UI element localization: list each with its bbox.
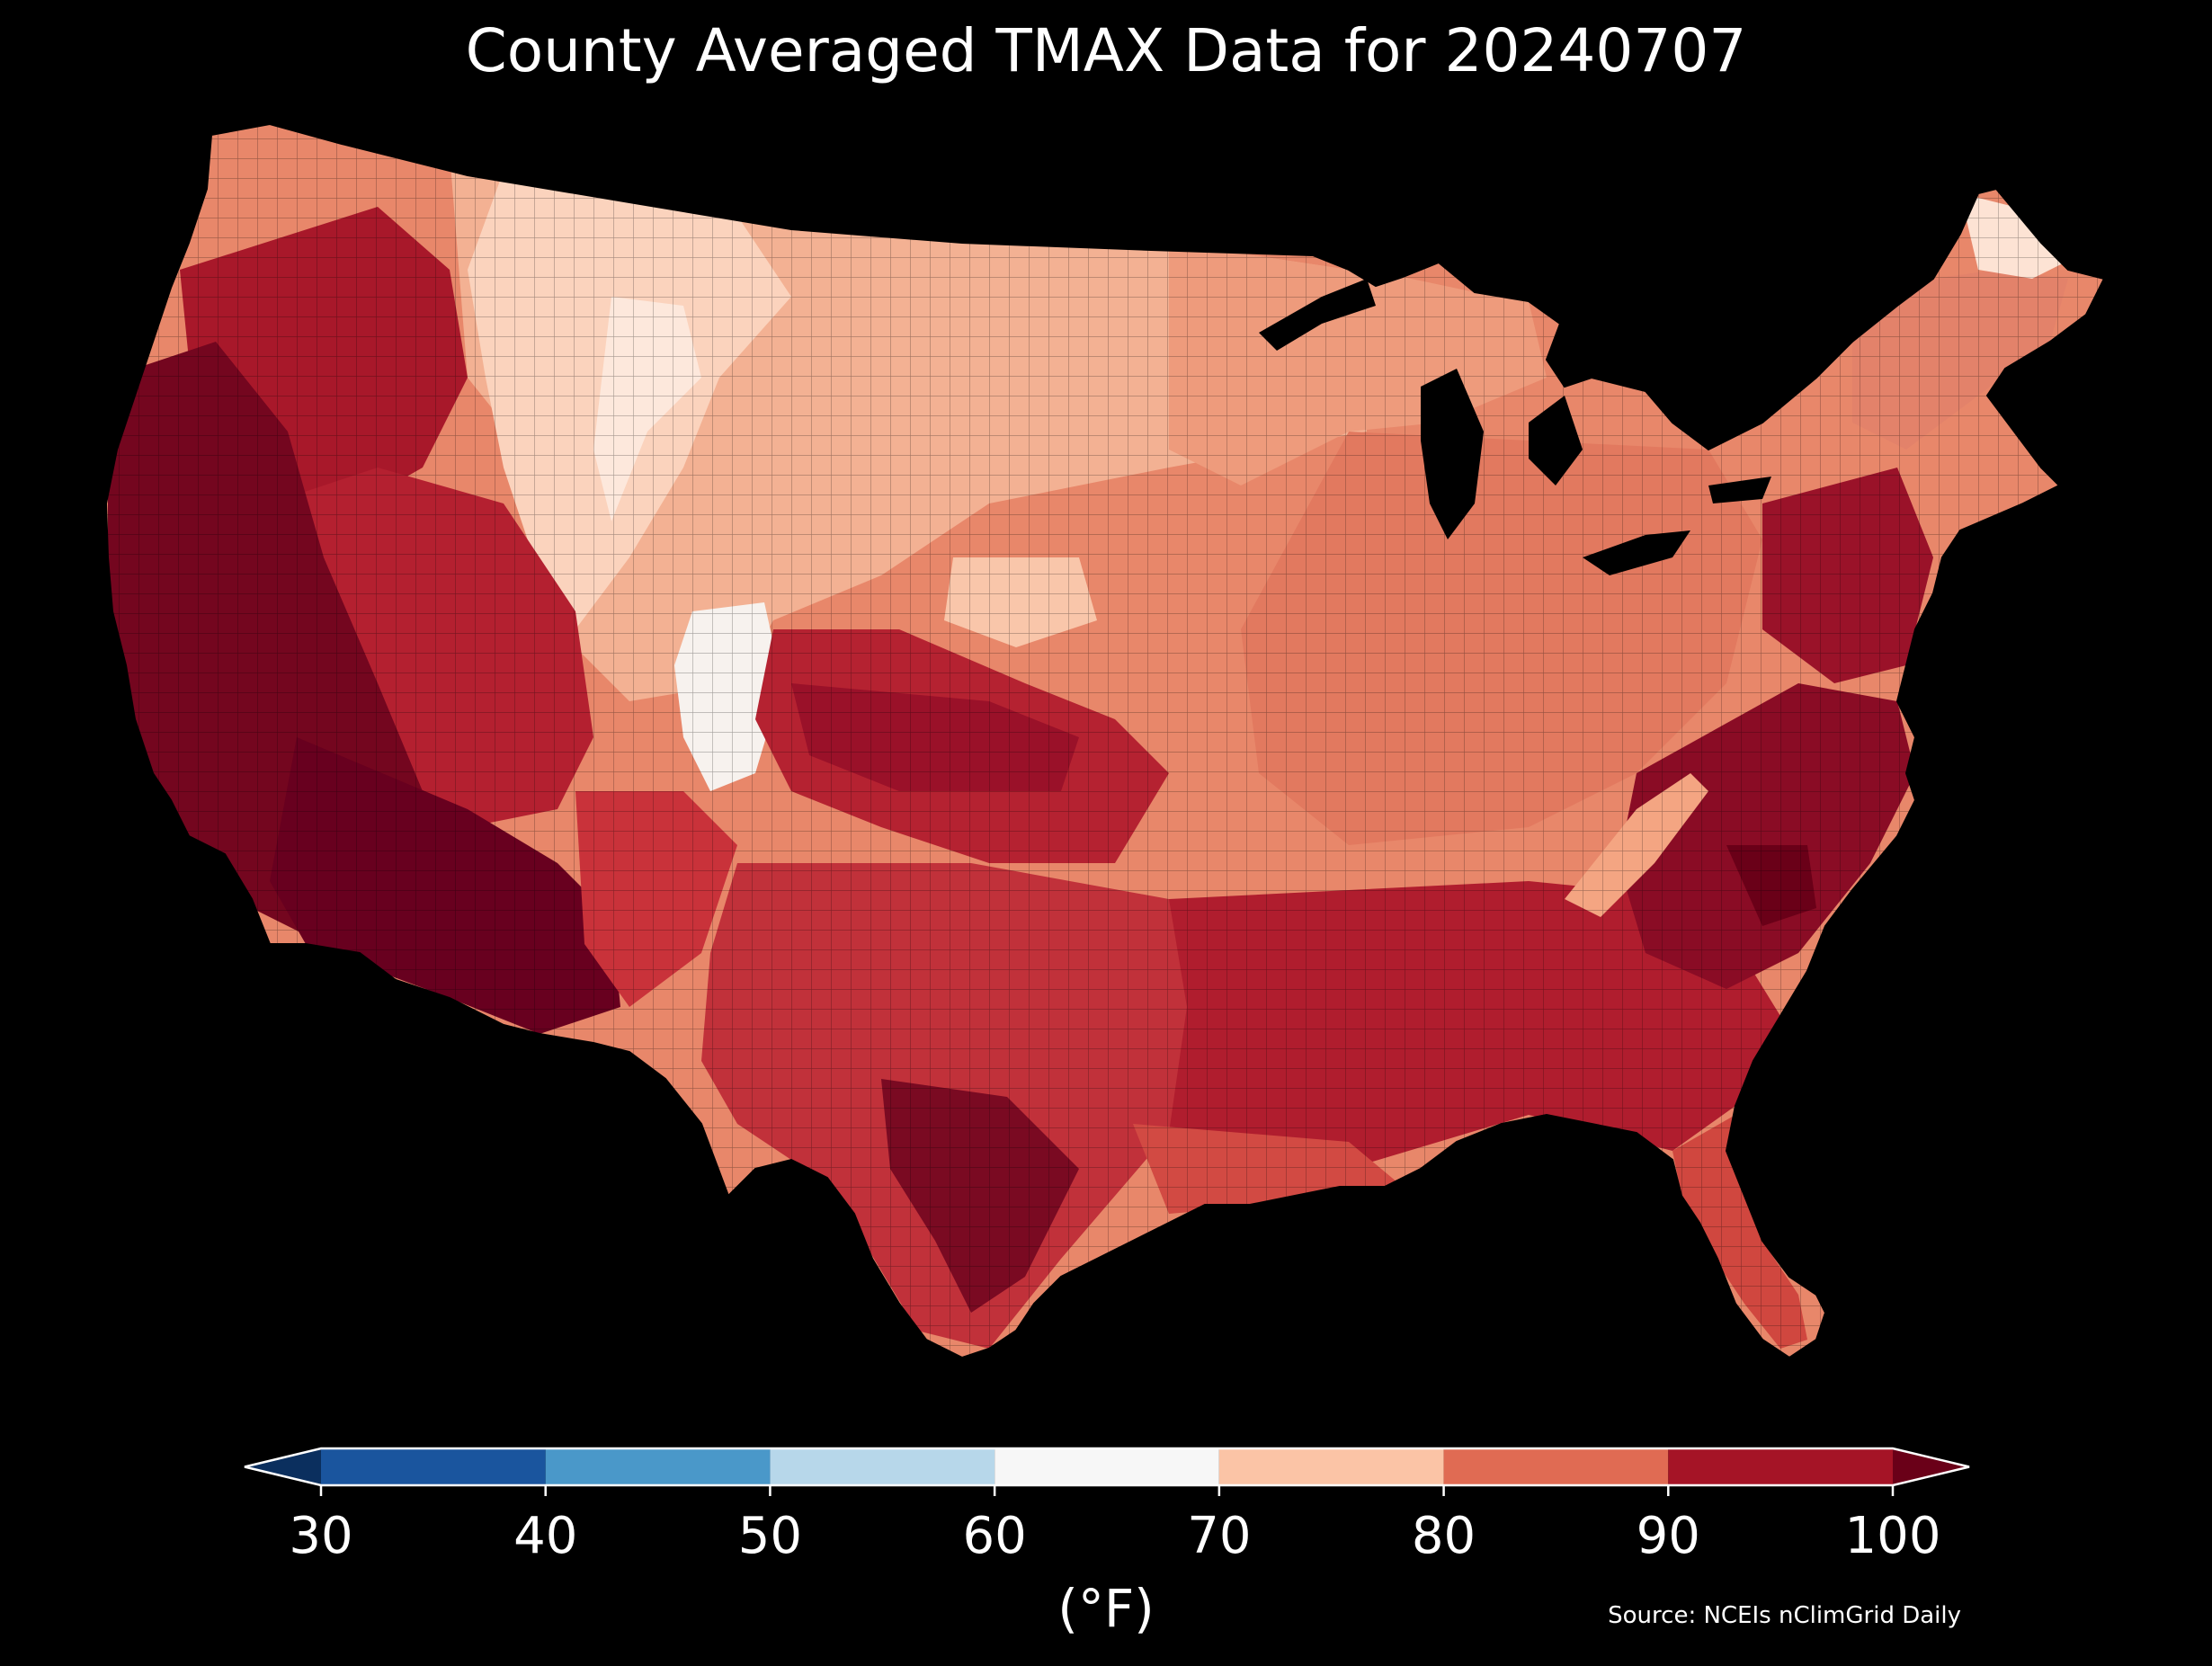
colorbar-tick-label: 80 — [1411, 1507, 1476, 1565]
colorbar-extend-low — [245, 1448, 321, 1485]
colorbar-unit-label: (°F) — [1057, 1578, 1155, 1639]
colorbar-bin — [770, 1448, 995, 1485]
lake-superior — [1259, 279, 1376, 351]
colorbar-bin — [995, 1448, 1219, 1485]
lake-ontario — [1708, 477, 1771, 503]
colorbar-bin — [1443, 1448, 1669, 1485]
colorbar-tick-label: 30 — [289, 1507, 353, 1565]
colorbar-bin — [1668, 1448, 1893, 1485]
colorbar-bin — [545, 1448, 771, 1485]
lake-erie — [1583, 530, 1690, 575]
page-title: County Averaged TMAX Data for 20240707 — [465, 16, 1747, 85]
lake-huron — [1529, 396, 1583, 486]
colorbar-tick-label: 60 — [962, 1507, 1027, 1565]
lake-michigan — [1421, 369, 1484, 539]
colorbar-tick-label: 40 — [513, 1507, 578, 1565]
colorbar-tick-label: 70 — [1187, 1507, 1252, 1565]
colorbar-bin — [321, 1448, 546, 1485]
colorbar-tick-label: 100 — [1844, 1507, 1941, 1565]
source-note: Source: NCEIs nClimGrid Daily — [1608, 1602, 1961, 1629]
colorbar-bin — [1218, 1448, 1444, 1485]
colorbar-tick-label: 90 — [1636, 1507, 1700, 1565]
colorbar-extend-high — [1893, 1448, 1969, 1485]
colorbar-tick-label: 50 — [737, 1507, 803, 1565]
